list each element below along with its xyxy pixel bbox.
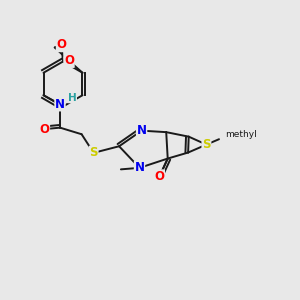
Text: O: O <box>64 54 74 67</box>
Text: H: H <box>68 93 76 103</box>
Text: N: N <box>136 124 147 137</box>
Text: O: O <box>154 170 164 183</box>
Text: N: N <box>55 98 65 111</box>
Text: N: N <box>134 161 145 174</box>
Text: S: S <box>202 138 211 151</box>
Text: S: S <box>89 146 98 159</box>
Text: O: O <box>39 123 50 136</box>
Text: O: O <box>56 38 67 52</box>
Text: methyl: methyl <box>225 130 257 139</box>
